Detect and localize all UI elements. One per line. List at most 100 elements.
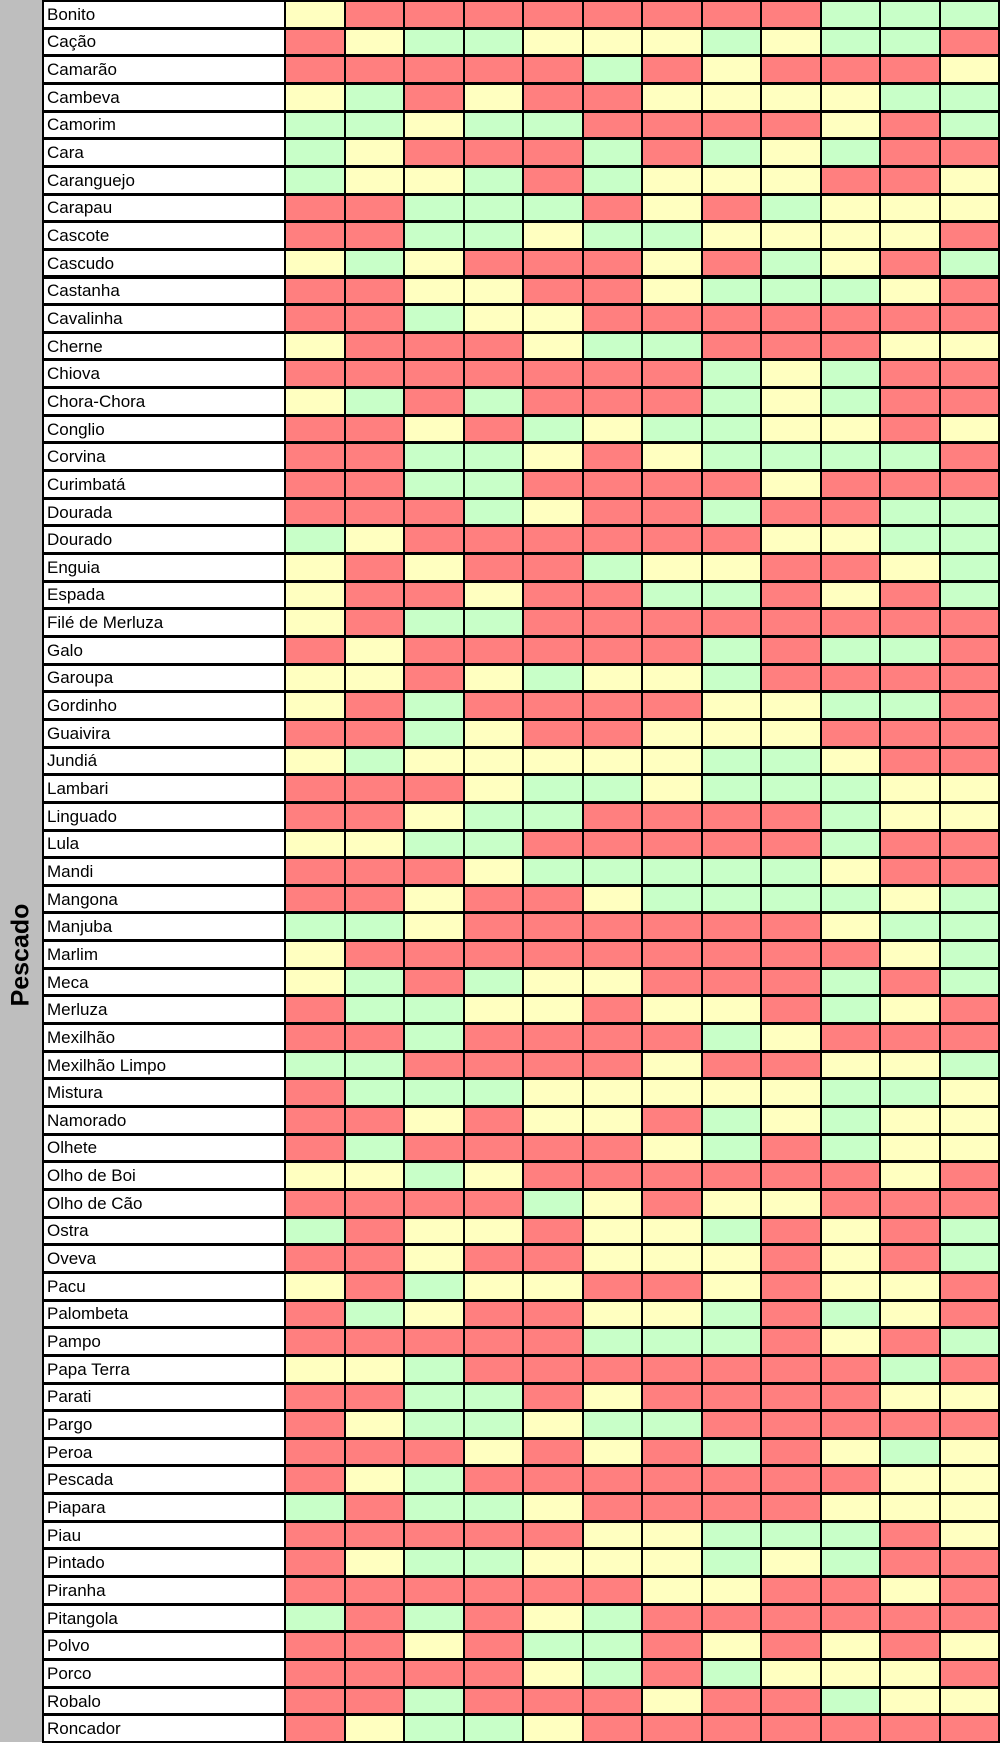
heatmap-cell (760, 802, 822, 831)
heatmap-cell (463, 1687, 525, 1716)
heatmap-cell (463, 912, 525, 941)
heatmap-cell (284, 1465, 346, 1494)
heatmap-cell (344, 719, 406, 748)
heatmap-cell (939, 387, 1000, 416)
heatmap-cell (820, 636, 882, 665)
heatmap-cell (641, 1465, 703, 1494)
heatmap-cell (582, 442, 644, 471)
heatmap-cell (582, 359, 644, 388)
heatmap-cell (582, 387, 644, 416)
heatmap-cell (701, 1327, 763, 1356)
heatmap-cell (701, 221, 763, 250)
heatmap-cell (701, 1078, 763, 1107)
table-row: Chiova (42, 359, 1000, 388)
heatmap-cell (939, 1383, 1000, 1412)
heatmap-cell (344, 885, 406, 914)
heatmap-cell (284, 581, 346, 610)
heatmap-cell (820, 1576, 882, 1605)
heatmap-cell (522, 1217, 584, 1246)
heatmap-cell (522, 1438, 584, 1467)
heatmap-cell (760, 1604, 822, 1633)
heatmap-cell (879, 553, 941, 582)
heatmap-cell (582, 28, 644, 57)
heatmap-cell (582, 1327, 644, 1356)
heatmap-cell (701, 442, 763, 471)
heatmap-cell (939, 830, 1000, 859)
heatmap-cell (701, 802, 763, 831)
row-label: Jundiá (42, 747, 286, 776)
heatmap-cell (641, 498, 703, 527)
heatmap-cell (463, 55, 525, 84)
heatmap-cell (344, 111, 406, 140)
table-row: Caranguejo (42, 166, 1000, 195)
heatmap-cell (701, 1244, 763, 1273)
row-label: Galo (42, 636, 286, 665)
heatmap-cell (939, 1217, 1000, 1246)
heatmap-cell (403, 636, 465, 665)
heatmap-cell (641, 415, 703, 444)
heatmap-cell (701, 249, 763, 278)
heatmap-cell (760, 1383, 822, 1412)
row-label: Parati (42, 1383, 286, 1412)
heatmap-cell (820, 664, 882, 693)
heatmap-cell (641, 857, 703, 886)
heatmap-cell (522, 1548, 584, 1577)
heatmap-cell (582, 277, 644, 306)
heatmap-cell (879, 1465, 941, 1494)
heatmap-cell (879, 1604, 941, 1633)
heatmap-cell (582, 664, 644, 693)
heatmap-cell (939, 83, 1000, 112)
heatmap-cell (284, 1631, 346, 1660)
table-row: Peroa (42, 1438, 1000, 1467)
heatmap-cell (939, 1659, 1000, 1688)
heatmap-cell (284, 470, 346, 499)
row-label: Castanha (42, 277, 286, 306)
heatmap-cell (760, 525, 822, 554)
row-label: Mexilhão Limpo (42, 1051, 286, 1080)
heatmap-cell (582, 525, 644, 554)
heatmap-cell (284, 194, 346, 223)
heatmap-cell (760, 1327, 822, 1356)
heatmap-cell (820, 608, 882, 637)
heatmap-cell (879, 968, 941, 997)
table-row: Lula (42, 830, 1000, 859)
heatmap-cell (582, 1548, 644, 1577)
heatmap-cell (403, 1189, 465, 1218)
heatmap-cell (701, 1161, 763, 1190)
heatmap-cell (701, 719, 763, 748)
table-row: Conglio (42, 415, 1000, 444)
heatmap-cell (582, 553, 644, 582)
heatmap-cell (582, 1161, 644, 1190)
heatmap-cell (344, 1244, 406, 1273)
heatmap-cell (701, 55, 763, 84)
heatmap-cell (939, 525, 1000, 554)
heatmap-cell (344, 387, 406, 416)
heatmap-cell (641, 28, 703, 57)
heatmap-cell (939, 636, 1000, 665)
row-label: Chora-Chora (42, 387, 286, 416)
heatmap-cell (879, 1217, 941, 1246)
heatmap-cell (879, 1023, 941, 1052)
heatmap-cell (641, 111, 703, 140)
heatmap-cell (403, 1576, 465, 1605)
heatmap-cell (820, 747, 882, 776)
heatmap-cell (701, 28, 763, 57)
heatmap-cell (641, 359, 703, 388)
heatmap-cell (820, 1604, 882, 1633)
heatmap-cell (344, 608, 406, 637)
heatmap-cell (522, 747, 584, 776)
heatmap-cell (522, 664, 584, 693)
heatmap-cell (463, 1576, 525, 1605)
heatmap-cell (641, 1189, 703, 1218)
heatmap-cell (879, 1410, 941, 1439)
heatmap-cell (820, 1161, 882, 1190)
heatmap-cell (760, 0, 822, 29)
heatmap-cell (641, 1383, 703, 1412)
heatmap-cell (344, 221, 406, 250)
heatmap-cell (344, 1355, 406, 1384)
heatmap-cell (760, 940, 822, 969)
heatmap-cell (344, 1659, 406, 1688)
heatmap-cell (284, 277, 346, 306)
heatmap-cell (820, 1189, 882, 1218)
